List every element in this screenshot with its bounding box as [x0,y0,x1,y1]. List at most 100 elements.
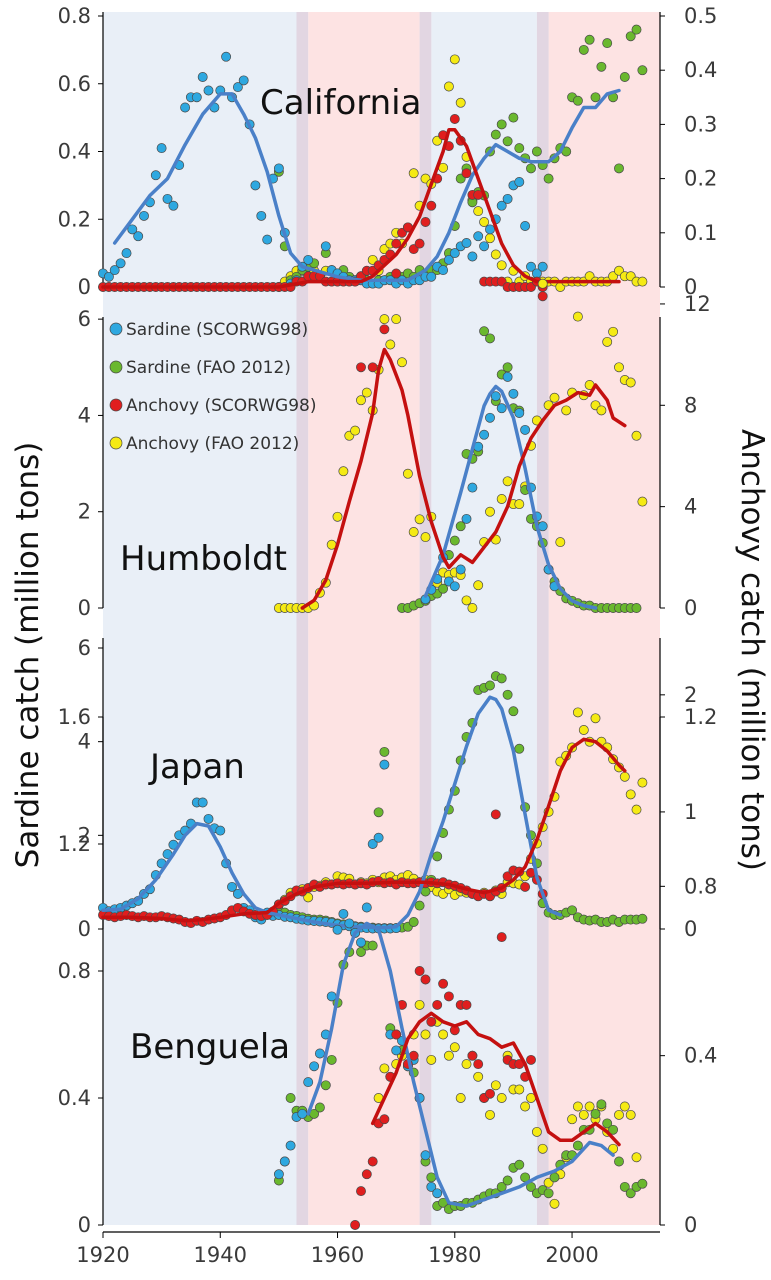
anchovy-fao-point [567,1114,578,1125]
sardine-fao-point [596,61,607,72]
anchovy-fao-point [572,311,583,322]
right-tick-label: 0 [684,596,697,620]
anchovy-fao-point [397,357,407,368]
sardine-fao-point [496,119,507,130]
sardine-scor-point [115,258,126,269]
sardine-scor-point [303,254,314,265]
right-axis-title: Anchovy catch (million tons) [734,429,770,871]
anchovy-scor-point [391,238,402,249]
anchovy-scor-point [496,932,507,943]
legend-label: Anchovy (SCORWG98) [126,396,317,416]
sardine-scor-point [191,92,202,103]
sardine-fao-point [602,38,613,49]
anchovy-fao-point [631,430,642,441]
anchovy-fao-point [402,468,413,479]
anchovy-fao-point [361,387,372,398]
anchovy-fao-point [578,725,589,735]
anchovy-fao-point [461,595,472,606]
anchovy-fao-point [338,466,349,477]
sardine-fao-point [326,1054,337,1065]
sardine-scor-point [361,902,372,913]
sardine-fao-point [314,1102,325,1113]
x-tick-label: 1920 [76,1243,129,1267]
sardine-fao-point [479,326,490,337]
legend-marker [109,398,123,412]
anchovy-scor-point [438,978,449,989]
sardine-fao-point [549,1172,560,1183]
anchovy-period-band [548,12,660,1225]
anchovy-fao-point [496,494,507,504]
right-tick-label: 0 [684,275,697,299]
anchovy-fao-point [619,1101,630,1112]
sardine-scor-point [180,102,191,113]
sardine-fao-point [590,92,601,103]
sardine-scor-point [537,261,548,272]
sardine-scor-point [502,371,513,382]
anchovy-scor-point [432,999,443,1010]
sardine-fao-point [502,1175,513,1186]
sardine-fao-point [567,905,578,916]
sardine-fao-point [490,129,501,140]
anchovy-fao-point [590,713,601,724]
sardine-fao-point [502,362,513,373]
legend-marker [109,360,123,374]
anchovy-fao-point [356,395,366,406]
anchovy-fao-point [520,1101,531,1112]
anchovy-scor-point [361,1169,372,1180]
anchovy-fao-point [391,314,402,325]
sardine-fao-point [508,706,519,717]
anchovy-scor-point [443,991,454,1002]
sardine-fao-point [631,24,642,35]
sardine-fao-point [631,603,642,613]
anchovy-fao-point [537,1143,548,1154]
left-tick-label: 0.8 [58,959,91,983]
anchovy-scor-point [350,1220,361,1230]
sardine-scor-point [238,75,249,86]
sardine-scor-point [520,424,531,435]
sardine-fao-point [508,112,519,123]
sardine-scor-point [485,224,495,235]
sardine-scor-point [303,1077,314,1088]
sardine-scor-point [250,180,261,191]
sardine-fao-point [426,1172,437,1183]
panel-label-benguela: Benguela [130,1027,290,1067]
sardine-scor-point [150,170,161,181]
anchovy-fao-point [455,1093,466,1103]
sardine-trend-line [423,384,598,610]
left-tick-label: 0.2 [58,207,91,231]
anchovy-scor-point [485,1088,495,1099]
sardine-fao-point [379,746,390,757]
sardine-fao-point [485,333,495,344]
sardine-scor-point [127,224,138,235]
right-tick-label: 0.3 [684,112,717,136]
sardine-scor-point [197,72,208,82]
sardine-scor-point [168,200,179,211]
sardine-scor-point [297,1108,308,1119]
left-tick-label: 1.2 [58,832,91,856]
anchovy-fao-point [637,496,648,507]
sardine-scor-point [490,391,501,402]
anchovy-fao-point [549,1198,560,1209]
sardine-scor-point [455,564,466,575]
anchovy-fao-point [443,81,454,92]
anchovy-trend-line [370,1011,621,1147]
sardine-scor-point [467,251,478,262]
sardine-scor-point [479,241,490,252]
anchovy-scor-point [391,268,402,279]
panel-label-humboldt: Humboldt [120,539,287,579]
sardine-scor-point [215,825,226,836]
sardine-fao-point [531,146,542,157]
sardine-fao-point [543,173,554,184]
anchovy-fao-point [572,707,583,718]
anchovy-scor-point [467,1050,478,1061]
sardine-scor-point [438,265,449,276]
sardine-scor-point [221,51,232,62]
legend: Sardine (SCORWG98) Sardine (FAO 2012) Anch… [109,320,317,454]
sardine-fao-point [637,913,648,924]
sardine-scor-point [514,408,525,418]
anchovy-fao-point [449,54,460,65]
sardine-fao-point [637,65,648,76]
anchovy-fao-point [608,326,619,337]
anchovy-fao-point [602,336,613,347]
